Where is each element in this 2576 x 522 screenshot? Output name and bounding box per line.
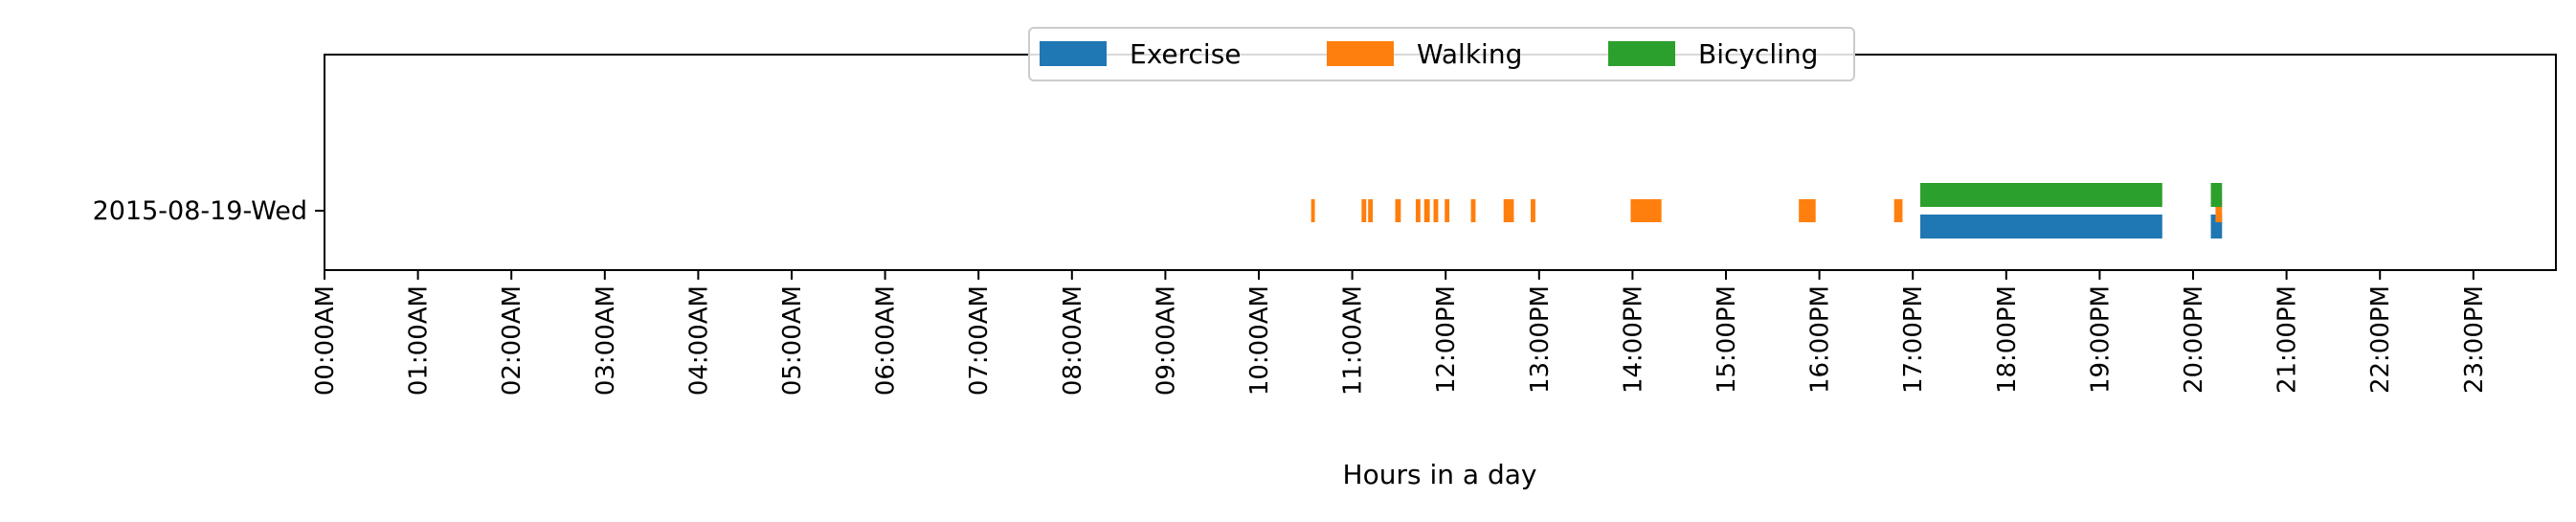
legend-swatch-exercise [1040, 41, 1107, 66]
walking-interval-0 [1310, 199, 1315, 222]
x-tick-label-22: 22:00PM [2366, 285, 2395, 394]
x-axis: 00:00AM 01:00AM 02:00AM 03:00AM 04:00AM 05:00… [311, 270, 2489, 396]
y-axis: 2015-08-19-Wed [93, 196, 325, 226]
legend-swatch-bicycling [1608, 41, 1675, 66]
walking-interval-1 [1361, 199, 1367, 222]
x-tick-label-12: 12:00PM [1432, 285, 1461, 394]
walking-interval-8 [1470, 199, 1476, 222]
x-tick-label-17: 17:00PM [1899, 285, 1928, 394]
x-tick-label-14: 14:00PM [1619, 285, 1647, 394]
x-tick-label-6: 06:00AM [872, 285, 901, 396]
x-tick-label-4: 04:00AM [684, 285, 713, 396]
x-tick-label-8: 08:00AM [1059, 285, 1087, 396]
walking-interval-11 [1630, 199, 1662, 222]
walking-interval-9 [1503, 199, 1514, 222]
x-tick-label-20: 20:00PM [2180, 285, 2208, 394]
x-tick-label-13: 13:00PM [1526, 285, 1555, 394]
x-tick-label-16: 16:00PM [1806, 285, 1835, 394]
walking-interval-10 [1531, 199, 1535, 222]
legend-swatch-walking [1327, 41, 1394, 66]
y-tick-label-0: 2015-08-19-Wed [93, 196, 307, 226]
plot-layer [1310, 183, 2223, 238]
x-tick-label-18: 18:00PM [1993, 285, 2022, 394]
x-tick-label-15: 15:00PM [1713, 285, 1741, 394]
walking-interval-7 [1445, 199, 1450, 222]
x-tick-label-2: 02:00AM [498, 285, 526, 396]
walking-interval-14 [2215, 199, 2223, 222]
exercise-interval-0 [1920, 215, 2162, 238]
x-tick-label-7: 07:00AM [965, 285, 994, 396]
legend-label-bicycling: Bicycling [1698, 38, 1818, 70]
x-tick-label-9: 09:00AM [1152, 285, 1180, 396]
x-tick-label-5: 05:00AM [778, 285, 807, 396]
walking-interval-12 [1799, 199, 1816, 222]
x-tick-label-21: 21:00PM [2274, 285, 2302, 394]
x-tick-label-11: 11:00AM [1339, 285, 1368, 396]
exercise-interval-1 [2210, 215, 2223, 238]
x-axis-label: Hours in a day [1343, 459, 1537, 490]
x-tick-label-0: 00:00AM [311, 285, 340, 396]
walking-interval-6 [1433, 199, 1439, 222]
x-tick-label-1: 01:00AM [405, 285, 434, 396]
x-tick-label-23: 23:00PM [2460, 285, 2489, 394]
walking-interval-4 [1415, 199, 1421, 222]
x-tick-label-10: 10:00AM [1245, 285, 1274, 396]
x-tick-label-3: 03:00AM [592, 285, 620, 396]
legend-frame [1028, 27, 1855, 81]
walking-interval-13 [1893, 199, 1903, 222]
legend-label-walking: Walking [1417, 38, 1522, 70]
walking-interval-2 [1368, 199, 1374, 222]
legend: Exercise Walking Bicycling [1028, 27, 1855, 81]
legend-label-exercise: Exercise [1130, 38, 1242, 70]
walking-interval-5 [1423, 199, 1430, 222]
x-tick-label-19: 19:00PM [2086, 285, 2115, 394]
bicycling-interval-1 [2210, 183, 2223, 207]
walking-interval-3 [1395, 199, 1401, 222]
bicycling-interval-0 [1920, 183, 2162, 207]
